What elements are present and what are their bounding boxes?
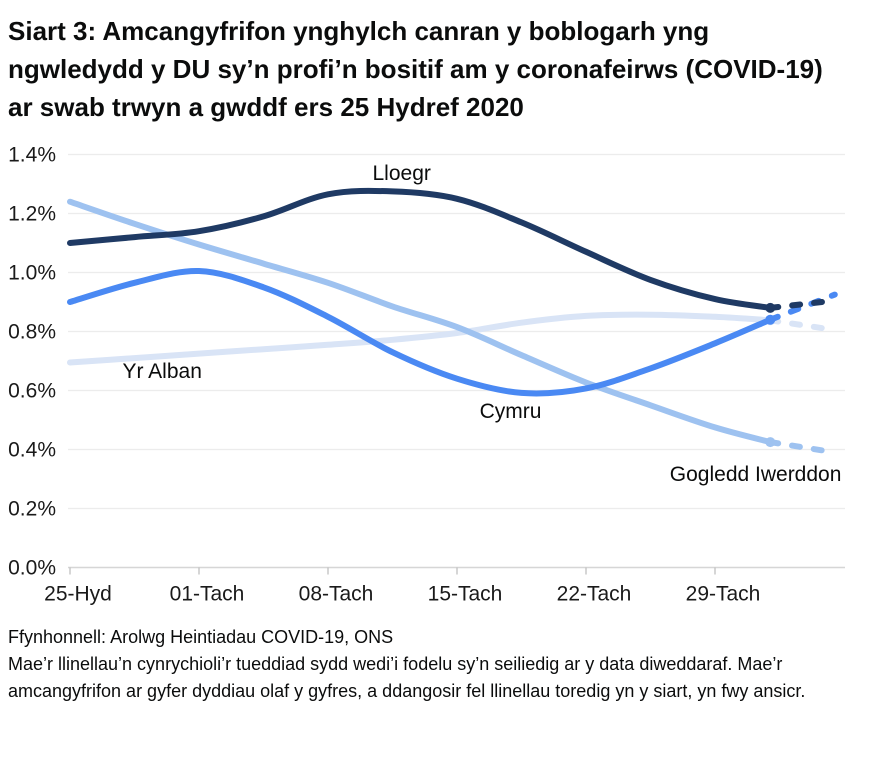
trend-line-cymru — [67, 267, 774, 397]
y-tick-label: 1.0% — [8, 262, 56, 285]
x-tick-label: 01-Tach — [170, 583, 245, 606]
y-tick-label: 1.2% — [8, 203, 56, 226]
endpoint-dot-gogledd-iwerddon — [765, 437, 776, 448]
series-label-yr-alban: Yr Alban — [123, 360, 202, 383]
forecast-dashed-line-lloegr — [767, 297, 838, 311]
y-tick-label: 0.4% — [8, 439, 56, 462]
series-label-cymru: Cymru — [480, 400, 542, 423]
endpoint-dot-cymru — [765, 314, 776, 325]
chart-title: Siart 3: Amcangyfrifon ynghylch canran y… — [8, 16, 823, 122]
chart-canvas: 0.0% 0.2% 0.4% 0.6% 0.8% 1.0% 1.2% 1.4% 25-Hyd 01… — [8, 144, 845, 606]
series-label-gogledd-iwerddon: Gogledd Iwerddon — [670, 463, 842, 486]
source-text: Ffynhonnell: Arolwg Heintiadau COVID-19,… — [8, 627, 394, 647]
trend-line-lloegr — [67, 187, 774, 311]
y-tick-label: 0.8% — [8, 321, 56, 344]
endpoint-dot-lloegr — [765, 302, 776, 313]
forecast-dashed-line-yr-alban — [767, 317, 838, 333]
x-tick-label: 22-Tach — [557, 583, 632, 606]
series-layer — [67, 187, 838, 456]
label-layer: Yr Alban Gogledd Iwerddon Cymru Lloegr — [123, 162, 842, 486]
chart-footer: Ffynhonnell: Arolwg Heintiadau COVID-19,… — [0, 622, 870, 705]
x-tick-label: 25-Hyd — [44, 583, 112, 606]
x-tick-label: 15-Tach — [428, 583, 503, 606]
note-text: Mae’r llinellau’n cynrychioli’r tueddiad… — [8, 654, 806, 701]
y-tick-label: 1.4% — [8, 144, 56, 167]
forecast-dashed-line-gogledd-iwerddon — [767, 439, 838, 456]
x-tick-label: 29-Tach — [686, 583, 761, 606]
series-label-lloegr: Lloegr — [373, 162, 431, 185]
y-tick-label: 0.0% — [8, 557, 56, 580]
x-tick-label: 08-Tach — [299, 583, 374, 606]
trend-line-yr-alban — [67, 311, 774, 366]
y-tick-label: 0.2% — [8, 498, 56, 521]
y-tick-label: 0.6% — [8, 380, 56, 403]
trend-line-gogledd-iwerddon — [67, 198, 774, 446]
